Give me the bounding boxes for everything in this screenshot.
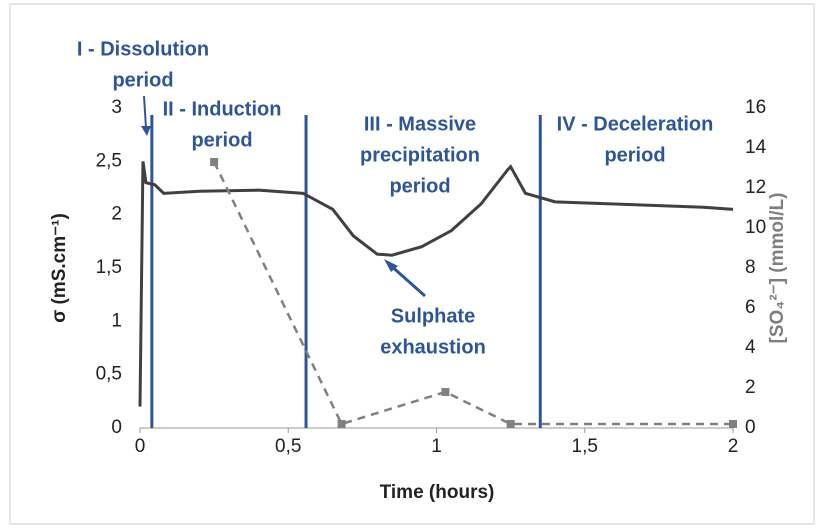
point-marker xyxy=(210,158,219,166)
chart-frame xyxy=(9,3,815,525)
annotation: period xyxy=(389,175,450,197)
annotation: period xyxy=(604,144,665,166)
point-marker xyxy=(441,388,450,396)
y2-tick-label: 8 xyxy=(745,257,756,278)
annotation: II - Induction xyxy=(163,98,282,120)
annotation-arrow-head xyxy=(384,259,398,272)
y2-tick-label: 0 xyxy=(745,417,756,438)
annotation-arrow xyxy=(143,95,147,129)
y-tick-label: 1 xyxy=(111,310,122,331)
annotation: period xyxy=(112,69,173,91)
annotation-arrow xyxy=(388,262,426,298)
annotation: IV - Deceleration xyxy=(557,113,714,135)
x-tick-label: 0 xyxy=(135,436,146,457)
annotation: precipitation xyxy=(360,144,480,166)
annotation: I - Dissolution xyxy=(77,38,209,60)
y2-tick-label: 16 xyxy=(745,97,766,118)
annotation: period xyxy=(191,129,252,151)
y-axis-title: σ (mS.cm⁻¹) xyxy=(49,213,70,323)
y-tick-label: 2 xyxy=(111,204,122,225)
y2-tick-label: 6 xyxy=(745,297,756,318)
annotation: exhaustion xyxy=(380,336,486,358)
point-marker xyxy=(506,420,515,428)
y2-tick-label: 12 xyxy=(745,177,766,198)
y-tick-label: 0,5 xyxy=(96,364,122,385)
x-axis-title: Time (hours) xyxy=(380,482,495,503)
y-tick-label: 3 xyxy=(111,97,122,118)
annotation: III - Massive xyxy=(364,113,476,135)
point-marker xyxy=(729,420,737,428)
series-line xyxy=(213,161,733,426)
annotation-arrow-head xyxy=(141,126,151,136)
y-tick-label: 2,5 xyxy=(96,150,122,171)
annotation: Sulphate xyxy=(391,305,475,327)
y-tick-label: 0 xyxy=(111,417,122,438)
series-line xyxy=(138,161,734,407)
y-tick-label: 1,5 xyxy=(96,257,122,278)
y2-tick-label: 14 xyxy=(745,137,767,158)
x-tick-label: 2 xyxy=(728,436,739,457)
x-tick-label: 1,5 xyxy=(572,436,598,457)
x-tick-label: 0,5 xyxy=(275,436,301,457)
y2-axis-title: [SO₄²⁻] (mmol/L) xyxy=(767,192,788,343)
y2-tick-label: 4 xyxy=(745,337,756,358)
x-tick-label: 1 xyxy=(431,436,442,457)
y2-tick-label: 10 xyxy=(745,217,766,238)
y2-tick-label: 2 xyxy=(745,377,756,398)
point-marker xyxy=(337,420,346,428)
